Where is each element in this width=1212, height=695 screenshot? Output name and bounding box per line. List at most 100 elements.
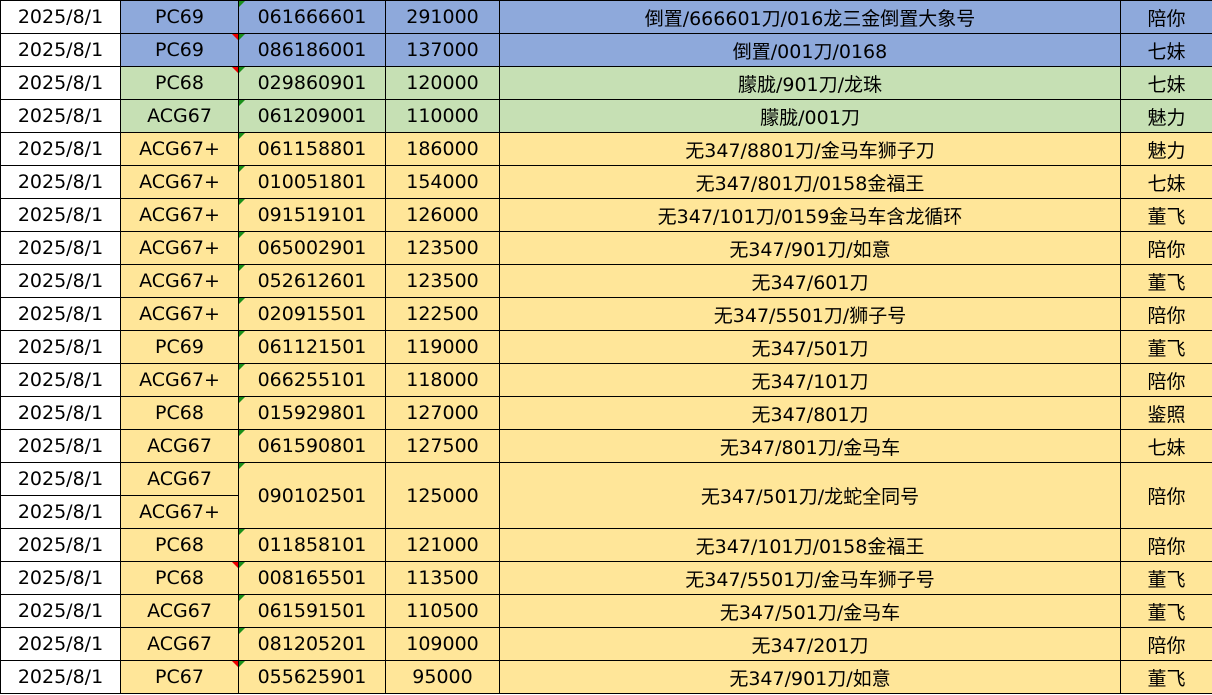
code-cell[interactable]: 061666601	[238, 0, 386, 34]
code-cell[interactable]: 061591501	[238, 594, 386, 628]
date-cell[interactable]: 2025/8/1	[0, 660, 121, 694]
date-cell[interactable]: 2025/8/1	[0, 495, 121, 529]
date-cell[interactable]: 2025/8/1	[0, 462, 121, 496]
date-cell[interactable]: 2025/8/1	[0, 528, 121, 562]
code-cell[interactable]: 020915501	[238, 297, 386, 331]
date-cell[interactable]: 2025/8/1	[0, 363, 121, 397]
code-cell[interactable]: 008165501	[238, 561, 386, 595]
type-cell[interactable]: ACG67	[120, 99, 239, 133]
date-cell[interactable]: 2025/8/1	[0, 165, 121, 199]
type-cell[interactable]: ACG67+	[120, 264, 239, 298]
date-cell[interactable]: 2025/8/1	[0, 594, 121, 628]
code-cell[interactable]: 061590801	[238, 429, 386, 463]
type-cell[interactable]: ACG67	[120, 627, 239, 661]
description-cell[interactable]: 无347/801刀	[499, 396, 1121, 430]
type-cell[interactable]: ACG67+	[120, 165, 239, 199]
code-cell[interactable]: 029860901	[238, 66, 386, 100]
value-cell[interactable]: 120000	[385, 66, 500, 100]
description-cell[interactable]: 无347/801刀/金马车	[499, 429, 1121, 463]
value-cell[interactable]: 154000	[385, 165, 500, 199]
value-cell[interactable]: 127500	[385, 429, 500, 463]
description-cell[interactable]: 无347/601刀	[499, 264, 1121, 298]
type-cell[interactable]: PC69	[120, 0, 239, 34]
person-cell[interactable]: 董飞	[1120, 561, 1212, 595]
date-cell[interactable]: 2025/8/1	[0, 264, 121, 298]
description-cell[interactable]: 无347/901刀/如意	[499, 231, 1121, 265]
code-cell[interactable]: 015929801	[238, 396, 386, 430]
type-cell[interactable]: PC69	[120, 33, 239, 67]
value-cell[interactable]: 127000	[385, 396, 500, 430]
code-cell[interactable]: 090102501	[238, 462, 386, 529]
code-cell[interactable]: 065002901	[238, 231, 386, 265]
date-cell[interactable]: 2025/8/1	[0, 627, 121, 661]
description-cell[interactable]: 无347/101刀/0159金马车含龙循环	[499, 198, 1121, 232]
type-cell[interactable]: ACG67+	[120, 495, 239, 529]
code-cell[interactable]: 086186001	[238, 33, 386, 67]
value-cell[interactable]: 291000	[385, 0, 500, 34]
code-cell[interactable]: 066255101	[238, 363, 386, 397]
person-cell[interactable]: 陪你	[1120, 462, 1212, 529]
description-cell[interactable]: 无347/501刀/金马车	[499, 594, 1121, 628]
person-cell[interactable]: 鉴照	[1120, 396, 1212, 430]
type-cell[interactable]: PC69	[120, 330, 239, 364]
value-cell[interactable]: 113500	[385, 561, 500, 595]
code-cell[interactable]: 052612601	[238, 264, 386, 298]
code-cell[interactable]: 091519101	[238, 198, 386, 232]
type-cell[interactable]: PC67	[120, 660, 239, 694]
person-cell[interactable]: 陪你	[1120, 0, 1212, 34]
person-cell[interactable]: 陪你	[1120, 363, 1212, 397]
description-cell[interactable]: 朦胧/901刀/龙珠	[499, 66, 1121, 100]
person-cell[interactable]: 魅力	[1120, 132, 1212, 166]
value-cell[interactable]: 95000	[385, 660, 500, 694]
type-cell[interactable]: ACG67+	[120, 363, 239, 397]
type-cell[interactable]: ACG67+	[120, 297, 239, 331]
person-cell[interactable]: 七妹	[1120, 429, 1212, 463]
person-cell[interactable]: 陪你	[1120, 528, 1212, 562]
value-cell[interactable]: 123500	[385, 231, 500, 265]
type-cell[interactable]: PC68	[120, 561, 239, 595]
code-cell[interactable]: 055625901	[238, 660, 386, 694]
description-cell[interactable]: 无347/501刀	[499, 330, 1121, 364]
value-cell[interactable]: 137000	[385, 33, 500, 67]
person-cell[interactable]: 七妹	[1120, 165, 1212, 199]
description-cell[interactable]: 无347/8801刀/金马车狮子刀	[499, 132, 1121, 166]
value-cell[interactable]: 123500	[385, 264, 500, 298]
value-cell[interactable]: 119000	[385, 330, 500, 364]
description-cell[interactable]: 倒置/666601刀/016龙三金倒置大象号	[499, 0, 1121, 34]
person-cell[interactable]: 董飞	[1120, 594, 1212, 628]
code-cell[interactable]: 011858101	[238, 528, 386, 562]
type-cell[interactable]: PC68	[120, 396, 239, 430]
person-cell[interactable]: 董飞	[1120, 198, 1212, 232]
date-cell[interactable]: 2025/8/1	[0, 561, 121, 595]
date-cell[interactable]: 2025/8/1	[0, 33, 121, 67]
type-cell[interactable]: ACG67	[120, 429, 239, 463]
person-cell[interactable]: 七妹	[1120, 66, 1212, 100]
value-cell[interactable]: 109000	[385, 627, 500, 661]
person-cell[interactable]: 董飞	[1120, 660, 1212, 694]
date-cell[interactable]: 2025/8/1	[0, 396, 121, 430]
description-cell[interactable]: 无347/801刀/0158金福王	[499, 165, 1121, 199]
person-cell[interactable]: 陪你	[1120, 627, 1212, 661]
value-cell[interactable]: 118000	[385, 363, 500, 397]
description-cell[interactable]: 无347/5501刀/狮子号	[499, 297, 1121, 331]
description-cell[interactable]: 倒置/001刀/0168	[499, 33, 1121, 67]
description-cell[interactable]: 无347/901刀/如意	[499, 660, 1121, 694]
person-cell[interactable]: 董飞	[1120, 264, 1212, 298]
date-cell[interactable]: 2025/8/1	[0, 330, 121, 364]
person-cell[interactable]: 董飞	[1120, 330, 1212, 364]
value-cell[interactable]: 125000	[385, 462, 500, 529]
date-cell[interactable]: 2025/8/1	[0, 429, 121, 463]
date-cell[interactable]: 2025/8/1	[0, 231, 121, 265]
person-cell[interactable]: 魅力	[1120, 99, 1212, 133]
type-cell[interactable]: PC68	[120, 528, 239, 562]
person-cell[interactable]: 陪你	[1120, 297, 1212, 331]
description-cell[interactable]: 无347/101刀	[499, 363, 1121, 397]
type-cell[interactable]: ACG67+	[120, 198, 239, 232]
type-cell[interactable]: ACG67	[120, 594, 239, 628]
description-cell[interactable]: 无347/501刀/龙蛇全同号	[499, 462, 1121, 529]
date-cell[interactable]: 2025/8/1	[0, 99, 121, 133]
value-cell[interactable]: 122500	[385, 297, 500, 331]
date-cell[interactable]: 2025/8/1	[0, 66, 121, 100]
code-cell[interactable]: 061158801	[238, 132, 386, 166]
date-cell[interactable]: 2025/8/1	[0, 297, 121, 331]
